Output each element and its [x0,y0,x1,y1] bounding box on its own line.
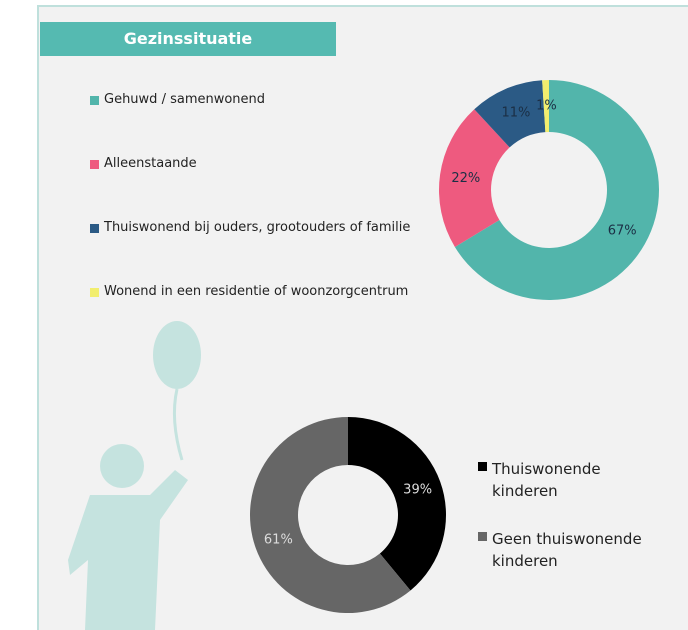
legend-entry: Wonend in een residentie of woonzorgcent… [90,284,408,299]
balloon-figure [68,321,201,630]
slice-label: 39% [403,482,432,497]
slice-label: 61% [264,533,293,548]
legend-swatch [478,532,487,541]
legend-label: Gehuwd / samenwonend [104,92,265,107]
legend-swatch [90,288,99,297]
legend-label: Geen thuiswonende kinderen [492,528,653,572]
legend-label: Wonend in een residentie of woonzorgcent… [104,284,408,299]
legend-swatch [90,224,99,233]
legend-entry: Thuiswonende kinderen [478,458,653,502]
slice-label: 11% [501,105,530,120]
legend-label: Alleenstaande [104,156,197,171]
page: Gezinssituatie 67%22%11%1%39%61% (() => … [0,0,688,630]
slice-label: 22% [451,171,480,186]
legend-label: Thuiswonende kinderen [492,458,653,502]
legend-entry: Thuiswonend bij ouders, grootouders of f… [90,220,410,235]
legend-entry: Geen thuiswonende kinderen [478,528,653,572]
legend-swatch [478,462,487,471]
slice-label: 67% [608,224,637,239]
legend-entry: Gehuwd / samenwonend [90,92,265,107]
slice-label: 1% [536,99,557,114]
legend-swatch [90,160,99,169]
legend-swatch [90,96,99,105]
legend-entry: Alleenstaande [90,156,197,171]
legend-label: Thuiswonend bij ouders, grootouders of f… [104,220,410,235]
